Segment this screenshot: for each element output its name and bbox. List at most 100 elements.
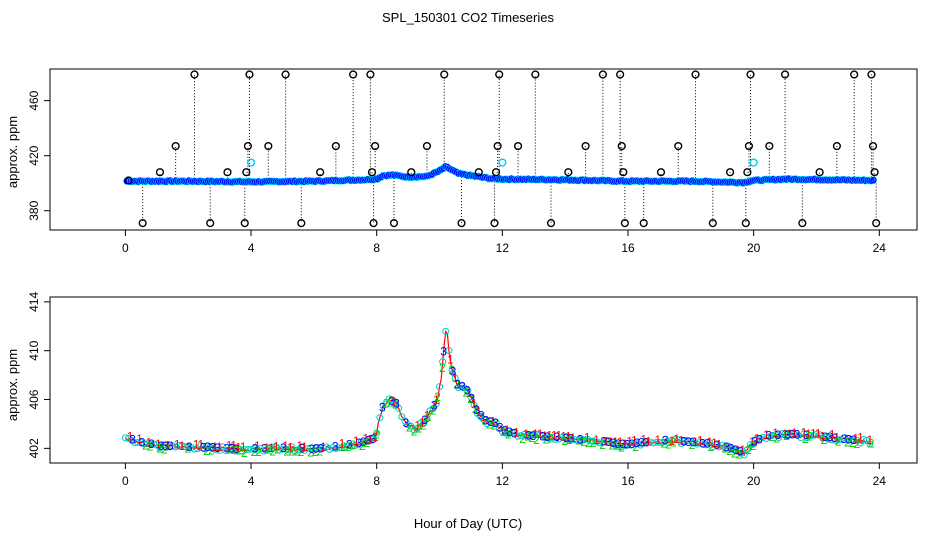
series-1-marker: 1 bbox=[226, 439, 233, 453]
series-3-marker: 3 bbox=[370, 432, 377, 446]
x-tick-label: 20 bbox=[747, 241, 761, 255]
series-3-marker: 3 bbox=[827, 430, 834, 444]
series-2-marker: 2 bbox=[232, 443, 239, 457]
series-point bbox=[121, 434, 129, 442]
series-point bbox=[850, 437, 858, 445]
series-point bbox=[238, 447, 246, 455]
series-2-marker: 2 bbox=[618, 441, 625, 455]
series-3-marker: 3 bbox=[850, 433, 857, 447]
series-2-marker: 2 bbox=[467, 392, 474, 406]
series-point bbox=[790, 430, 798, 438]
series-1-marker: 1 bbox=[697, 433, 704, 447]
y-tick-label: 420 bbox=[27, 145, 41, 165]
series-1-marker: 1 bbox=[593, 433, 600, 447]
spike-point bbox=[744, 141, 754, 151]
top-panel: approx. ppm 0 4 8 12 16 20 24 380 420 460 bbox=[5, 68, 918, 255]
series-1-marker: 1 bbox=[815, 427, 822, 441]
series-3-marker: 3 bbox=[261, 442, 268, 456]
x-tick-label: 0 bbox=[122, 474, 129, 488]
series-2-marker: 2 bbox=[580, 435, 587, 449]
x-tick-label: 12 bbox=[496, 474, 510, 488]
series-point bbox=[844, 434, 852, 442]
series-point bbox=[750, 440, 758, 448]
series-point bbox=[445, 347, 453, 355]
series-1-marker: 1 bbox=[212, 440, 219, 454]
series-2-marker: 2 bbox=[802, 432, 809, 446]
series-1-marker: 1 bbox=[654, 433, 661, 447]
series-point bbox=[420, 419, 428, 427]
series-3-marker: 3 bbox=[346, 438, 353, 452]
series-1-marker: 1 bbox=[240, 440, 247, 454]
bottom-plot-frame bbox=[49, 296, 918, 464]
series-2-marker: 2 bbox=[821, 433, 828, 447]
series-2-marker: 2 bbox=[185, 441, 192, 455]
spike-point bbox=[367, 168, 377, 177]
series-1-marker: 1 bbox=[603, 435, 610, 449]
spike-point bbox=[495, 70, 504, 79]
series-3-marker: 3 bbox=[506, 425, 513, 439]
series-point bbox=[787, 430, 795, 438]
series-point bbox=[577, 437, 585, 445]
series-1-marker: 1 bbox=[692, 435, 699, 449]
series-2-marker: 2 bbox=[543, 432, 550, 446]
spike-point bbox=[316, 168, 325, 177]
spike-point bbox=[639, 219, 648, 228]
series-1-marker: 1 bbox=[419, 416, 426, 430]
series-3-marker: 3 bbox=[784, 428, 791, 442]
spike-point bbox=[171, 141, 180, 151]
spike-point bbox=[741, 219, 750, 228]
series-point bbox=[743, 446, 751, 454]
x-axis-label: Hour of Day (UTC) bbox=[414, 516, 522, 531]
series-3-marker: 3 bbox=[421, 413, 428, 427]
series-2-marker: 2 bbox=[665, 437, 672, 451]
series-1-marker: 1 bbox=[852, 432, 859, 446]
series-3-marker: 3 bbox=[158, 439, 165, 453]
spike-point bbox=[531, 70, 540, 79]
series-point bbox=[630, 439, 638, 447]
spike-point bbox=[564, 168, 573, 177]
series-point bbox=[348, 442, 356, 450]
series-1-marker: 1 bbox=[819, 429, 826, 443]
spike-point bbox=[389, 219, 399, 228]
series-1-marker: 1 bbox=[673, 432, 680, 446]
series-1-marker: 1 bbox=[617, 435, 624, 449]
series-1-marker: 1 bbox=[174, 438, 181, 452]
series-1-marker: 1 bbox=[786, 427, 793, 441]
spike-point bbox=[870, 168, 879, 177]
series-2-marker: 2 bbox=[227, 442, 234, 456]
series-1-marker: 1 bbox=[541, 429, 548, 443]
series-point bbox=[338, 444, 346, 452]
series-point bbox=[209, 445, 217, 453]
series-1-marker: 1 bbox=[716, 438, 723, 452]
series-point bbox=[392, 398, 400, 406]
spike-point bbox=[124, 176, 133, 185]
x-tick-label: 8 bbox=[373, 241, 380, 255]
series-point bbox=[747, 440, 755, 448]
series-3-marker: 3 bbox=[205, 440, 212, 454]
series-2-marker: 2 bbox=[411, 424, 418, 438]
series-1-marker: 1 bbox=[669, 434, 676, 448]
series-point bbox=[822, 433, 830, 441]
series-1-marker: 1 bbox=[254, 439, 261, 453]
series-1-marker: 1 bbox=[490, 414, 497, 428]
series-3-marker: 3 bbox=[789, 428, 796, 442]
spike-point bbox=[546, 219, 556, 228]
spike-point bbox=[581, 141, 590, 151]
series-3-marker: 3 bbox=[233, 442, 240, 456]
series-1-marker: 1 bbox=[273, 439, 280, 453]
series-1-marker: 1 bbox=[829, 428, 836, 442]
spike-point bbox=[619, 168, 628, 177]
spike-point bbox=[867, 70, 876, 79]
series-2-marker: 2 bbox=[486, 418, 493, 432]
series-3-marker: 3 bbox=[751, 435, 758, 449]
spike-point bbox=[765, 141, 774, 151]
series-1-marker: 1 bbox=[287, 441, 294, 455]
series-point bbox=[150, 440, 158, 448]
spike-point bbox=[832, 141, 841, 151]
series-2-marker: 2 bbox=[854, 437, 861, 451]
series-2-marker: 2 bbox=[448, 363, 455, 377]
series-2-marker: 2 bbox=[415, 421, 422, 435]
series-point bbox=[439, 358, 447, 366]
series-point bbox=[467, 393, 475, 401]
series-3-marker: 3 bbox=[845, 432, 852, 446]
